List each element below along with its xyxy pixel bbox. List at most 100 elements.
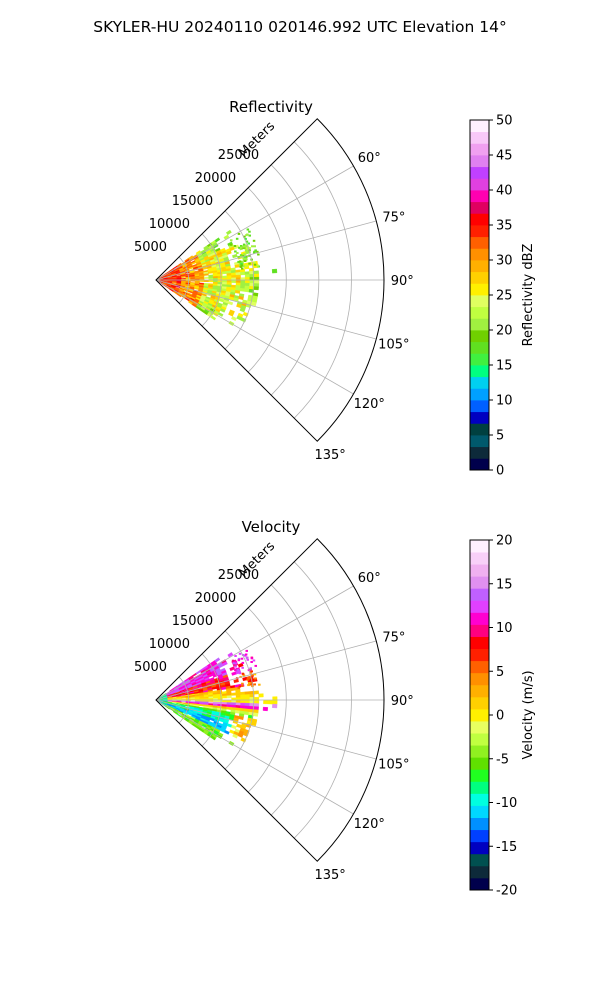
radar-gate [258,684,261,686]
radar-gate [227,276,232,279]
radar-gate [241,683,244,685]
colorbar-segment [470,155,489,167]
radar-gate [254,245,257,247]
colorbar-tick-label: 45 [496,149,513,164]
azimuth-tick-label: 75° [382,210,405,225]
radar-gate [245,283,250,286]
radar-gate [226,230,231,235]
radar-gate [236,272,241,275]
radar-gate [245,703,250,706]
radar-gate [251,670,254,672]
radar-gate [253,660,256,662]
radar-gate [239,716,244,720]
colorbar-segment [470,878,489,890]
polar-grid [156,142,384,418]
radar-gate [230,667,235,671]
colorbar-segment [470,685,489,697]
radar-gate [230,244,233,246]
radar-gate [231,275,236,278]
radar-gate [253,240,256,242]
radar-gate [222,696,227,698]
radar-gate [255,665,258,667]
radar-gate [224,235,229,240]
colorbar-segment [470,673,489,685]
radar-gate [263,700,268,704]
radar-gate [236,238,239,240]
colorbar-segment [470,365,489,377]
colorbar-segment [470,781,489,793]
radar-gate [272,704,277,708]
radar-gate [181,697,186,698]
colorbar-tick-label: 20 [496,534,513,549]
radar-gate [234,655,237,657]
radar-gate [250,667,253,669]
colorbar-segment [470,624,489,636]
radar-gate [257,254,260,256]
radar-gate [245,280,250,283]
radar-gate [245,694,250,697]
colorbar-segment [470,745,489,757]
colorbar-segment [470,318,489,330]
colorbar-segment [470,757,489,769]
radar-gate [245,289,250,292]
colorbar-segment [470,733,489,745]
radar-gate [238,233,241,235]
colorbar-tick-label: 30 [496,254,513,269]
radar-gate [248,231,251,233]
radar-gate [251,657,254,659]
colorbar-tick-label: -20 [496,884,517,899]
colorbar-segment [470,564,489,576]
colorbar-segment [470,377,489,389]
colorbar-segment [470,806,489,818]
radar-gate [240,247,243,249]
colorbar-segment [470,649,489,661]
radar-gate [230,239,233,241]
radar-gate [248,676,251,678]
colorbar-segment [470,423,489,435]
radar-gate [242,673,245,675]
colorbar-segment [470,637,489,649]
colorbar-tick-label: 25 [496,289,513,304]
radar-gate [226,707,231,710]
colorbar-segment [470,458,489,470]
radar-gate [204,280,209,282]
radar-gate [236,700,241,703]
radar-gate [236,252,239,254]
radar-gate [254,280,259,283]
radar-gate [213,696,218,698]
radar-gate [215,658,220,663]
radar-gate [273,700,278,704]
radar-gate [254,700,259,703]
colorbar-tick-label: 10 [496,394,513,409]
colorbar-label: Velocity (m/s) [521,670,536,759]
radar-gate [254,683,257,685]
azimuth-tick-label: 60° [358,571,381,586]
colorbar-tick-label: 35 [496,219,513,234]
radar-gate [235,290,240,293]
radar-gate [218,700,223,702]
radar-gate [246,650,249,652]
colorbar-segment [470,120,489,132]
colorbar-tick-label: 15 [496,359,513,374]
radar-gate [244,712,249,716]
radar-gate [246,657,249,659]
colorbar-tick-label: 0 [496,709,504,724]
radar-gate [245,654,248,656]
polar-grid [156,562,384,838]
radar-gate [241,695,246,698]
radar-gate [236,280,241,283]
radar-gate [224,730,229,734]
colorbar-segment [470,447,489,459]
radar-gate [245,700,250,703]
radar-gate [241,658,244,660]
radar-gate [227,700,232,702]
colorbar-segment [470,830,489,842]
radar-gate [254,677,257,679]
colorbar-segment [470,793,489,805]
colorbar-segment [470,190,489,202]
radar-gate [254,283,259,286]
colorbar-segment [470,307,489,319]
colorbar-segment [470,178,489,190]
